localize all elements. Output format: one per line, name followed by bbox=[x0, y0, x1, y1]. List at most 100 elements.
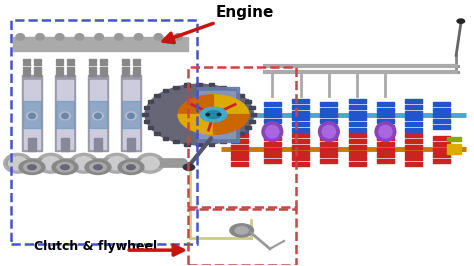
Bar bbox=[292, 116, 309, 120]
Bar bbox=[264, 113, 281, 118]
Bar bbox=[122, 67, 128, 69]
Bar bbox=[349, 116, 365, 120]
Ellipse shape bbox=[103, 153, 131, 173]
Bar bbox=[188, 67, 296, 207]
Bar bbox=[377, 153, 394, 157]
Ellipse shape bbox=[115, 34, 123, 40]
Ellipse shape bbox=[136, 153, 164, 173]
Bar bbox=[292, 110, 309, 115]
Bar bbox=[231, 133, 248, 137]
Bar bbox=[434, 119, 450, 123]
Bar bbox=[405, 116, 422, 120]
Bar bbox=[56, 59, 63, 62]
Bar bbox=[434, 108, 450, 112]
Bar bbox=[154, 132, 160, 135]
Circle shape bbox=[235, 227, 248, 234]
Bar bbox=[122, 59, 128, 62]
Bar bbox=[320, 125, 337, 129]
Text: Clutch & flywheel: Clutch & flywheel bbox=[35, 240, 157, 253]
Bar bbox=[405, 139, 422, 143]
Bar bbox=[11, 20, 197, 244]
Bar bbox=[13, 37, 188, 51]
Bar bbox=[292, 128, 309, 132]
Ellipse shape bbox=[94, 165, 102, 170]
Bar bbox=[249, 120, 255, 123]
Bar bbox=[377, 119, 394, 123]
Bar bbox=[133, 70, 140, 73]
Bar bbox=[264, 153, 281, 157]
Ellipse shape bbox=[118, 160, 144, 174]
Ellipse shape bbox=[57, 163, 73, 172]
Bar bbox=[239, 94, 245, 97]
Bar bbox=[264, 159, 281, 163]
Bar bbox=[320, 148, 337, 152]
Ellipse shape bbox=[95, 34, 103, 40]
Bar bbox=[184, 143, 190, 146]
Bar bbox=[173, 86, 179, 89]
Bar bbox=[209, 84, 214, 87]
Bar bbox=[184, 84, 190, 87]
Ellipse shape bbox=[24, 163, 40, 172]
Bar bbox=[122, 63, 128, 65]
Circle shape bbox=[200, 107, 227, 122]
Bar bbox=[349, 156, 365, 160]
Bar bbox=[23, 70, 30, 73]
Bar bbox=[220, 140, 226, 143]
Bar bbox=[377, 125, 394, 129]
Bar bbox=[89, 63, 96, 65]
Bar bbox=[405, 133, 422, 137]
Bar bbox=[292, 105, 309, 109]
Bar bbox=[89, 59, 96, 62]
Bar bbox=[292, 145, 309, 149]
Bar bbox=[23, 59, 30, 62]
Bar bbox=[377, 148, 394, 152]
Bar bbox=[23, 74, 30, 76]
Bar bbox=[67, 59, 74, 62]
Bar bbox=[251, 113, 256, 116]
Bar bbox=[231, 145, 248, 149]
Bar bbox=[56, 70, 63, 73]
Bar bbox=[56, 67, 63, 69]
Bar bbox=[434, 142, 450, 146]
Ellipse shape bbox=[36, 153, 65, 173]
Bar bbox=[100, 63, 107, 65]
Bar bbox=[434, 136, 450, 140]
Bar bbox=[320, 136, 337, 140]
Bar bbox=[67, 67, 74, 69]
Bar bbox=[349, 122, 365, 126]
Bar bbox=[142, 113, 148, 116]
Bar bbox=[405, 99, 422, 103]
Circle shape bbox=[230, 224, 254, 237]
Bar bbox=[56, 74, 63, 76]
Ellipse shape bbox=[4, 153, 32, 173]
Circle shape bbox=[457, 19, 465, 23]
Bar bbox=[231, 139, 248, 143]
Bar bbox=[349, 162, 365, 166]
Bar bbox=[163, 137, 168, 140]
Bar bbox=[264, 102, 281, 106]
Ellipse shape bbox=[140, 157, 159, 170]
Bar bbox=[133, 59, 140, 62]
Circle shape bbox=[206, 114, 210, 116]
Bar bbox=[231, 162, 248, 166]
Bar bbox=[100, 59, 107, 62]
Bar bbox=[405, 145, 422, 149]
Bar bbox=[209, 143, 214, 146]
Circle shape bbox=[145, 84, 254, 145]
Bar bbox=[447, 137, 461, 141]
Bar bbox=[377, 108, 394, 112]
Ellipse shape bbox=[128, 113, 134, 119]
Bar bbox=[56, 63, 63, 65]
Ellipse shape bbox=[127, 165, 135, 170]
Bar bbox=[447, 144, 461, 154]
Bar bbox=[349, 145, 365, 149]
Bar bbox=[377, 159, 394, 163]
Bar bbox=[434, 159, 450, 163]
Bar bbox=[405, 156, 422, 160]
Bar bbox=[121, 101, 140, 128]
Bar bbox=[100, 67, 107, 69]
Bar bbox=[320, 102, 337, 106]
Bar bbox=[127, 138, 135, 151]
Bar bbox=[94, 138, 102, 151]
Bar bbox=[35, 70, 41, 73]
